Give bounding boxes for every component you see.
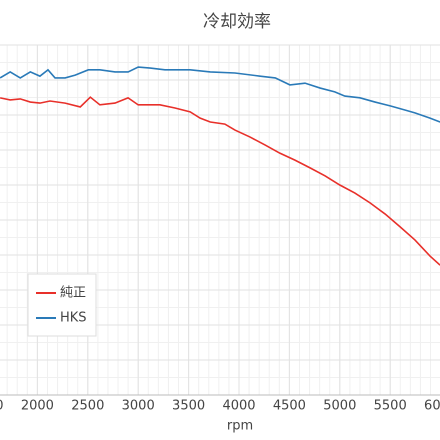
series-line (0, 66, 440, 123)
x-tick-label: 5000 (323, 399, 356, 414)
x-axis-label: rpm (227, 419, 253, 434)
x-tick-label: 3000 (122, 399, 155, 414)
x-tick-label: 6000 (424, 399, 440, 414)
x-tick-label: 2500 (71, 399, 104, 414)
grid (0, 44, 440, 396)
lines (0, 66, 440, 266)
x-tick-label: 4500 (273, 399, 306, 414)
chart-title: 冷却効率 (203, 12, 271, 32)
series-line (0, 96, 440, 266)
x-tick-label: 2000 (21, 399, 54, 414)
legend-box (27, 273, 97, 337)
x-tick-label: 3500 (172, 399, 205, 414)
legend-label: 純正 (60, 286, 86, 301)
x-tick-label: 1500 (0, 399, 4, 414)
x-tick-label: 4000 (222, 399, 255, 414)
legend-label: HKS (60, 311, 87, 326)
x-tick-label: 5500 (374, 399, 407, 414)
